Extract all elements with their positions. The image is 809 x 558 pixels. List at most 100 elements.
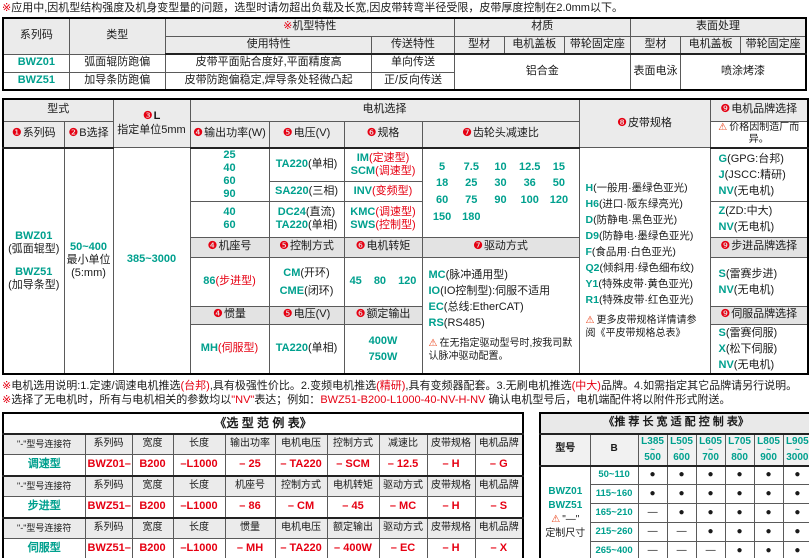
warning-icon: ⚠: [585, 315, 595, 327]
fit-models-cell: BWZ01 BWZ51 ⚠ "—" 定制尺寸: [539, 465, 591, 558]
h-connector: "-"型号连接符: [2, 474, 86, 497]
cell-frame-86: 86(步进型): [189, 256, 270, 307]
star-icon: ※: [2, 393, 12, 406]
cell-power-group2: 40 60: [189, 200, 270, 238]
fit-table-title: 《推 荐 长 宽 适 配 控 制 表》: [539, 412, 809, 435]
h-surface-profile: 型材: [629, 35, 682, 55]
spec-row-series: BWZ01: [2, 53, 70, 73]
fit-row: 265~400 — — — ● ● ●: [540, 541, 809, 558]
cell-series-codes: BWZ01 (弧面辊型) BWZ51 (加导条型): [2, 147, 65, 374]
h-motor-brand: ❾电机品牌选择: [709, 98, 809, 122]
spec-row-series: BWZ51: [2, 71, 70, 91]
warning-icon: ⚠: [718, 121, 728, 133]
motor-selection-notes: ※电机选用说明:1.定速/调速电机推选(台邦),具有极强性价比。2.变频电机推选…: [2, 380, 807, 407]
h-length: ❸L 指定单位5mm: [112, 98, 191, 148]
cell-brand-general: G(GPG:台邦) J(JSCC:精研) NV(无电机): [709, 147, 809, 202]
h-motor-group: 电机选择: [189, 98, 580, 122]
cell-volt-ta220: TA220(单相): [268, 146, 345, 183]
spec-row-transfer: 单向传送: [371, 53, 455, 73]
h-voltage: ❺电压(V): [268, 120, 345, 149]
h-material-group: 材质: [453, 17, 632, 37]
fit-row: 115~160 ● ● ● ● ● ●: [540, 484, 809, 504]
h-spec: ❻规格: [343, 120, 423, 149]
h-type: 类型: [68, 17, 166, 55]
cell-power-group1: 25 40 60 90: [189, 147, 270, 202]
h-servo-brand: ❾伺服品牌选择: [709, 305, 809, 325]
top-note: ※应用中,因机型结构强度及机身变型量的问题，选型时请勿超出负载及长宽,因皮带转弯…: [2, 2, 623, 14]
h-l-range: L805 ~900: [753, 433, 784, 467]
h-model: 型号: [539, 433, 591, 467]
selection-table: 型式 ❸L 指定单位5mm 电机选择 ❽皮带规格 ❾电机品牌选择 ❶系列码 ❷B…: [2, 98, 809, 375]
h-series-code: 系列码: [2, 17, 70, 55]
h-series-code: ❶系列码: [2, 120, 65, 149]
spec-row-transfer: 正/反向传送: [371, 71, 455, 91]
cell-volt-sa220: SA220(三相): [268, 181, 345, 202]
cell-torque-values: 45 80 120: [343, 256, 423, 307]
spec-table: 系列码 类型 ※机型特性 材质 表面处理 使用特性 传送特性 型材 电机盖板 带…: [2, 17, 807, 91]
h-use-feature: 使用特性: [164, 35, 373, 55]
warning-icon: ⚠: [428, 338, 438, 349]
example-row-stepper: 步进型 BWZ51– B200 –L1000 – 86 – CM – 45 – …: [2, 496, 524, 518]
h-l-range: L385 ~500: [637, 433, 668, 467]
cell-spec-inv: INV(变频型): [343, 181, 423, 202]
h-l-range: L905 ~3000: [782, 433, 809, 467]
h-control-mode: ❺控制方式: [268, 236, 345, 258]
h-material-profile: 型材: [453, 35, 505, 55]
h-belt-spec: ❽皮带规格: [578, 98, 711, 148]
size-fit-table: 《推 荐 长 宽 适 配 控 制 表》 型号 B L385 ~500 L505 ~6…: [539, 411, 809, 558]
h-type-group: 型式: [2, 98, 114, 122]
cell-b-range: 50~400 最小单位 (5:mm): [63, 147, 114, 374]
h-inertia: ❹惯量: [189, 305, 270, 325]
example-type-label: 步进型: [2, 496, 86, 518]
note-no-motor: ※选择了无电机时，所有与电机相关的参数均以"NV"表达；例如：BWZ51-B20…: [2, 393, 731, 406]
cell-inertia-mh: MH(伺服型): [189, 323, 270, 374]
star-icon: ※: [2, 2, 12, 14]
example-row-servo: 伺服型 BWZ51– B200 –L1000 – MH – TA220 – 40…: [2, 538, 524, 558]
example-table: 《选 型 范 例 表》 "-"型号连接符 系列码 宽度 长度 输出功率 电机电压…: [2, 411, 525, 558]
cell-brand-servo: S(雷赛伺服) X(松下伺服) NV(无电机): [709, 323, 809, 374]
note-motor-brands: ※电机选用说明:1.定速/调速电机推选(台邦),具有极强性价比。2.变频电机推选…: [2, 379, 798, 392]
h-surface-group: 表面处理: [630, 17, 807, 37]
spec-row-use: 皮带平面贴合度好,平面精度高: [164, 53, 373, 73]
h-feature-group: ※机型特性: [164, 17, 455, 37]
h-output-power: ❹输出功率(W): [189, 120, 270, 149]
star-icon: ※: [2, 379, 12, 392]
spec-material-value: 铝合金: [453, 53, 632, 91]
cell-l-range: 385~3000: [112, 147, 191, 374]
h-l-range: L505 ~600: [666, 433, 697, 467]
h-voltage-2: ❺电压(V): [268, 305, 345, 325]
example-type-label: 调速型: [2, 454, 86, 476]
h-gear-ratio: ❼齿轮头减速比: [421, 120, 580, 149]
h-b-width: B: [589, 433, 639, 467]
spec-row-type: 弧面辊防跑偏: [68, 53, 166, 73]
h-surface-pulley: 带轮固定座: [740, 35, 807, 55]
h-l-range: L705 ~800: [724, 433, 755, 467]
cell-spec-kmc-sws: KMC(调速型) SWS(控制型): [343, 200, 423, 238]
star-icon: ※: [283, 20, 293, 33]
fit-row: BWZ01 BWZ51 ⚠ "—" 定制尺寸 50~110 ● ● ● ● ● ●: [539, 465, 809, 558]
brand-price-note: ⚠ 价格因制造厂而异。: [709, 120, 809, 149]
example-table-title: 《选 型 范 例 表》: [2, 412, 524, 435]
example-row-speed-control: 调速型 BWZ01– B200 –L1000 – 25 – TA220 – SC…: [2, 454, 524, 476]
cell-drive-options: MC(脉冲通用型) IO(IO控制型):伺服不适用 EC(总线:EtherCAT…: [421, 256, 580, 374]
h-stepper-brand: ❾步进品牌选择: [709, 236, 809, 258]
spec-surface-profile-value: 表面电泳: [629, 53, 682, 91]
h-material-cover: 电机盖板: [503, 35, 565, 55]
h-transfer-feature: 传送特性: [371, 35, 455, 55]
bottom-tables: 《选 型 范 例 表》 "-"型号连接符 系列码 宽度 长度 输出功率 电机电压…: [2, 411, 809, 558]
h-surface-cover: 电机盖板: [680, 35, 742, 55]
h-material-pulley: 带轮固定座: [563, 35, 632, 55]
cell-volt-dc24: DC24(直流) TA220(单相): [268, 200, 345, 238]
cell-rated-output: 400W 750W: [343, 323, 423, 374]
h-frame-number: ❹机座号: [189, 236, 270, 258]
h-b-select: ❷B选择: [63, 120, 114, 149]
h-motor-torque: ❻电机转矩: [343, 236, 423, 258]
warning-icon: ⚠: [551, 514, 561, 525]
cell-spec-im-scm: IM(定速型) SCM(调速型): [343, 146, 423, 183]
h-connector: "-"型号连接符: [2, 432, 86, 455]
h-connector: "-"型号连接符: [2, 516, 86, 539]
cell-brand-stepper: S(雷赛步进) NV(无电机): [709, 256, 809, 307]
cell-volt-servo: TA220(单相): [268, 323, 345, 374]
h-drive-mode: ❼驱动方式: [421, 236, 580, 258]
